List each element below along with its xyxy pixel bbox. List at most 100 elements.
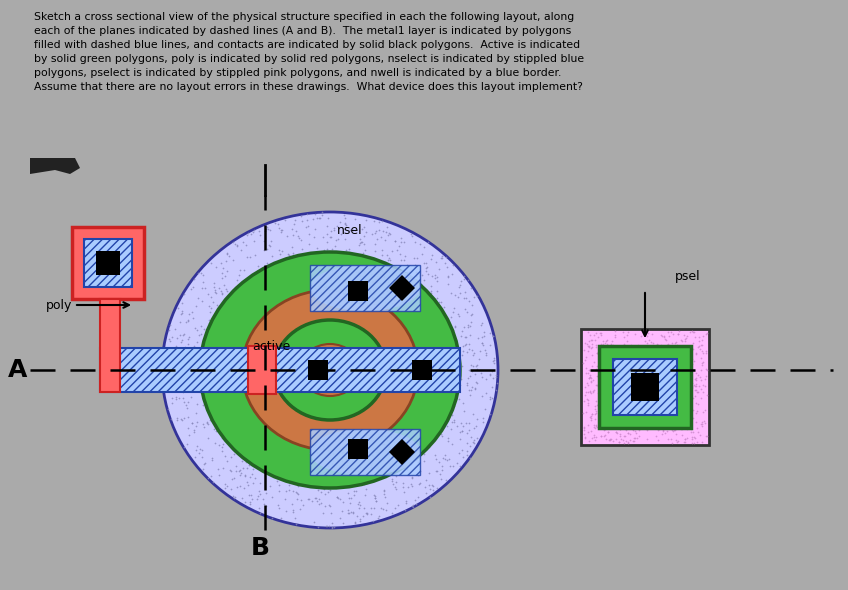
Point: [678, 421, 691, 430]
Point: [248, 445, 261, 454]
Point: [243, 497, 257, 507]
Point: [678, 434, 691, 444]
Point: [385, 299, 399, 309]
Point: [348, 263, 361, 273]
Point: [449, 370, 462, 379]
Point: [240, 381, 254, 390]
Point: [467, 348, 481, 358]
Point: [420, 267, 433, 276]
Point: [224, 395, 237, 405]
Point: [410, 312, 424, 322]
Point: [222, 337, 236, 347]
Point: [326, 522, 339, 532]
Point: [444, 409, 457, 419]
Point: [314, 270, 327, 280]
Point: [661, 359, 674, 369]
Point: [220, 334, 234, 343]
Point: [604, 390, 617, 399]
Point: [231, 306, 244, 315]
Point: [365, 270, 378, 279]
Point: [299, 417, 313, 427]
Point: [622, 387, 635, 396]
Point: [624, 376, 638, 385]
Point: [679, 341, 693, 350]
Point: [685, 354, 699, 363]
Point: [312, 419, 326, 428]
Point: [391, 450, 404, 460]
Point: [282, 351, 295, 360]
Point: [335, 396, 349, 405]
Point: [345, 302, 359, 312]
Point: [364, 460, 377, 470]
Point: [650, 398, 663, 407]
Point: [355, 439, 369, 448]
Text: by solid green polygons, poly is indicated by solid red polygons, nselect is ind: by solid green polygons, poly is indicat…: [34, 54, 584, 64]
Point: [607, 349, 621, 359]
Point: [225, 316, 238, 325]
Point: [388, 266, 401, 276]
Point: [196, 419, 209, 429]
Point: [217, 400, 231, 409]
Point: [597, 431, 611, 441]
Point: [386, 479, 399, 489]
Point: [647, 408, 661, 417]
Point: [333, 476, 347, 485]
Point: [656, 425, 670, 435]
Point: [471, 414, 484, 424]
Point: [348, 214, 361, 224]
Point: [215, 348, 228, 357]
Point: [214, 258, 227, 267]
Point: [169, 342, 182, 351]
Point: [611, 408, 624, 417]
Point: [678, 336, 692, 345]
Point: [483, 392, 497, 402]
Point: [585, 336, 599, 345]
Point: [175, 385, 188, 395]
Point: [321, 257, 334, 267]
Point: [335, 400, 349, 409]
Point: [281, 391, 294, 400]
Point: [415, 279, 428, 289]
Point: [171, 362, 185, 372]
Point: [393, 277, 407, 286]
Bar: [72, 227, 144, 299]
Point: [353, 411, 366, 421]
Point: [444, 350, 457, 359]
Point: [368, 275, 382, 284]
Point: [261, 225, 275, 234]
Point: [648, 376, 661, 385]
Point: [659, 417, 672, 427]
Point: [209, 340, 223, 350]
Point: [351, 268, 365, 277]
Point: [328, 267, 342, 277]
Point: [655, 398, 668, 407]
Point: [364, 384, 377, 394]
Point: [300, 372, 314, 381]
Point: [294, 235, 308, 244]
Point: [629, 371, 643, 380]
Point: [675, 394, 689, 404]
Point: [231, 352, 244, 362]
Point: [338, 289, 352, 298]
Point: [345, 300, 359, 310]
Point: [287, 345, 301, 354]
Point: [399, 462, 413, 471]
Point: [360, 460, 374, 470]
Point: [298, 362, 312, 371]
Point: [402, 458, 416, 467]
Point: [373, 273, 387, 282]
Point: [657, 349, 671, 359]
Point: [242, 430, 255, 440]
Point: [338, 454, 352, 464]
Point: [582, 388, 595, 397]
Point: [457, 271, 471, 281]
Point: [304, 448, 317, 457]
Point: [432, 457, 445, 467]
Point: [265, 251, 278, 261]
Point: [271, 461, 285, 471]
Point: [207, 282, 220, 291]
Point: [344, 466, 358, 475]
Point: [460, 418, 473, 427]
Point: [372, 225, 386, 234]
Point: [255, 430, 269, 439]
